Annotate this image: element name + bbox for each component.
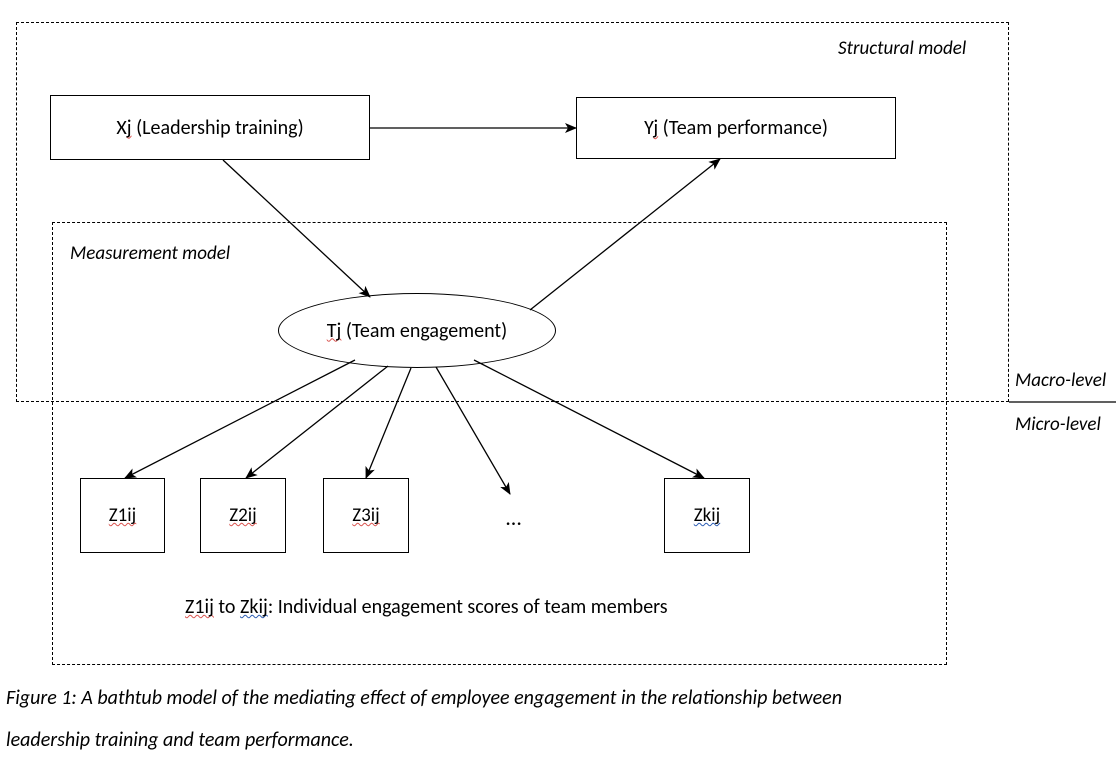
node-zk: Zkij xyxy=(664,478,750,553)
node-z1: Z1ij xyxy=(80,478,165,553)
diagram-canvas: Structural model Measurement model Macro… xyxy=(0,0,1117,744)
node-z3: Z3ij xyxy=(323,478,409,553)
node-text: Z3ij xyxy=(352,504,379,527)
node-team-performance: Yj (Team performance) xyxy=(576,97,896,159)
node-text: Z2ij xyxy=(229,504,256,527)
structural-model-label: Structural model xyxy=(838,38,966,61)
macro-level-label: Macro-level xyxy=(1015,370,1106,393)
node-text: Yj (Team performance) xyxy=(644,116,828,140)
figure-caption: Figure 1: A bathtub model of the mediati… xyxy=(6,677,1111,761)
node-text: Tj (Team engagement) xyxy=(327,319,507,343)
node-z-dots: … xyxy=(506,505,521,531)
node-z2: Z2ij xyxy=(200,478,286,553)
micro-level-label: Micro-level xyxy=(1015,414,1101,437)
node-team-engagement: Tj (Team engagement) xyxy=(278,293,556,368)
z-explanation: Z1ij to Zkij: Individual engagement scor… xyxy=(185,595,668,619)
node-leadership-training: Xj (Leadership training) xyxy=(50,95,370,160)
node-text: Z1ij xyxy=(109,504,136,527)
node-text: Xj (Leadership training) xyxy=(116,116,303,140)
measurement-model-label: Measurement model xyxy=(70,243,230,266)
node-text: Zkij xyxy=(694,504,720,527)
